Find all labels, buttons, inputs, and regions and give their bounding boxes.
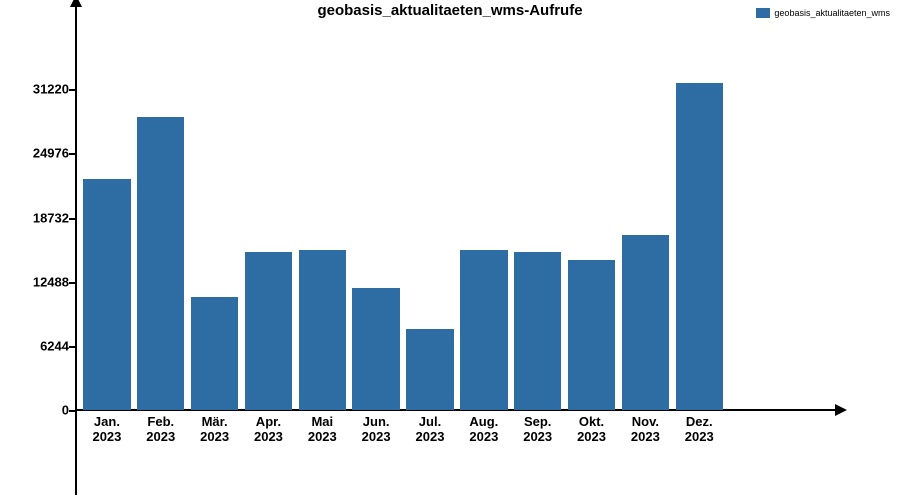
bar <box>137 117 184 410</box>
bar <box>406 329 453 410</box>
x-tick-label: Jun.2023 <box>362 410 391 444</box>
x-tick-label: Dez.2023 <box>685 410 714 444</box>
x-tick-label: Aug.2023 <box>469 410 498 444</box>
bar <box>514 252 561 410</box>
bar <box>83 179 130 410</box>
x-tick-label: Mai2023 <box>308 410 337 444</box>
x-tick-label: Sep.2023 <box>523 410 552 444</box>
x-tick-label: Jan.2023 <box>92 410 121 444</box>
y-tick-label: 31220 <box>33 82 75 97</box>
bar <box>352 288 399 410</box>
legend-label: geobasis_aktualitaeten_wms <box>774 8 890 18</box>
x-tick-label: Apr.2023 <box>254 410 283 444</box>
chart-container: geobasis_aktualitaeten_wms-Aufrufe geoba… <box>0 0 900 500</box>
bar <box>245 252 292 410</box>
y-tick-label: 0 <box>62 403 75 418</box>
y-tick-label: 12488 <box>33 274 75 289</box>
x-axis-arrow-icon <box>835 404 847 416</box>
y-tick-label: 18732 <box>33 210 75 225</box>
legend: geobasis_aktualitaeten_wms <box>756 8 890 18</box>
plot-area: 0624412488187322497631220Jan.2023Feb.202… <box>75 25 775 410</box>
bar <box>191 297 238 410</box>
x-tick-label: Jul.2023 <box>416 410 445 444</box>
x-tick-label: Feb.2023 <box>146 410 175 444</box>
x-tick-label: Nov.2023 <box>631 410 660 444</box>
bar <box>299 250 346 410</box>
bar <box>568 260 615 410</box>
y-tick-label: 24976 <box>33 146 75 161</box>
bar <box>676 83 723 410</box>
x-tick-label: Mär.2023 <box>200 410 229 444</box>
y-axis-arrow-icon <box>70 0 82 7</box>
bar <box>622 235 669 410</box>
bar <box>460 250 507 410</box>
x-tick-label: Okt.2023 <box>577 410 606 444</box>
y-axis-line <box>75 5 77 495</box>
y-tick-label: 6244 <box>40 338 75 353</box>
legend-swatch <box>756 8 770 18</box>
